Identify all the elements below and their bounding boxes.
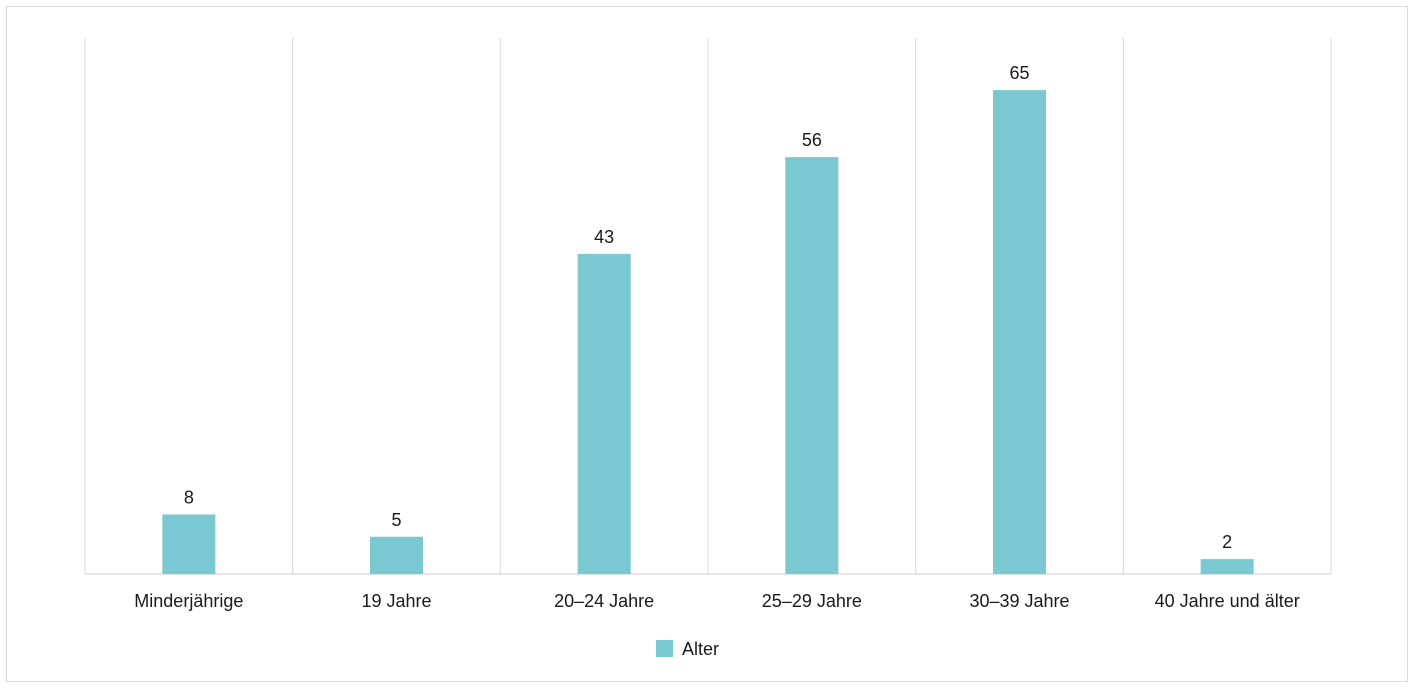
data-label: 2: [1222, 532, 1232, 552]
data-label: 65: [1009, 63, 1029, 83]
x-tick-label: 19 Jahre: [361, 591, 431, 611]
gridlines: [84, 38, 1332, 574]
chart-frame: [6, 6, 1408, 682]
data-label: 56: [802, 130, 822, 150]
x-tick-label: 40 Jahre und älter: [1155, 591, 1300, 611]
bar: [162, 514, 216, 574]
data-label: 43: [594, 227, 614, 247]
data-labels: 8 5 43 56 65 2: [184, 63, 1232, 552]
legend: Alter: [656, 639, 719, 659]
bar: [577, 253, 631, 574]
bar: [1200, 559, 1254, 574]
x-tick-label: 25–29 Jahre: [762, 591, 862, 611]
x-tick-label: 30–39 Jahre: [969, 591, 1069, 611]
bar: [993, 90, 1046, 574]
x-tick-label: Minderjährige: [134, 591, 243, 611]
data-label: 5: [391, 510, 401, 530]
data-label: 8: [184, 487, 194, 507]
x-tick-label: 20–24 Jahre: [554, 591, 654, 611]
bars: [162, 90, 1254, 574]
bar: [370, 536, 423, 574]
bar: [785, 157, 839, 574]
legend-label-alter: Alter: [682, 639, 719, 659]
x-tick-labels: Minderjährige 19 Jahre 20–24 Jahre 25–29 Ja…: [134, 591, 1299, 611]
legend-swatch-alter: [656, 640, 673, 657]
